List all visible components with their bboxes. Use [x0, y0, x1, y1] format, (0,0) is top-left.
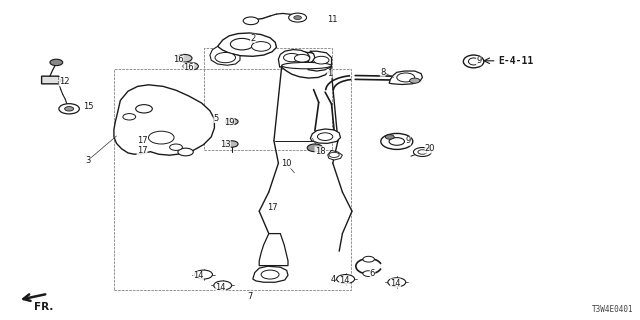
Circle shape [418, 150, 427, 154]
Circle shape [225, 141, 238, 147]
Polygon shape [282, 52, 331, 78]
Text: 1: 1 [327, 69, 332, 78]
Circle shape [397, 73, 415, 82]
Text: 14: 14 [216, 284, 226, 292]
Circle shape [329, 152, 339, 157]
Text: 14: 14 [193, 271, 204, 280]
Circle shape [136, 105, 152, 113]
Text: 16: 16 [184, 63, 194, 72]
Text: 7: 7 [247, 292, 252, 301]
Circle shape [363, 256, 374, 262]
Text: 19: 19 [224, 118, 234, 127]
Circle shape [148, 131, 174, 144]
Circle shape [65, 107, 74, 111]
Circle shape [195, 270, 212, 279]
Circle shape [363, 271, 374, 276]
Circle shape [252, 42, 271, 51]
Bar [204, 48, 332, 150]
Text: 15: 15 [83, 102, 93, 111]
Circle shape [177, 54, 192, 62]
Text: 17: 17 [137, 136, 147, 145]
Text: 14: 14 [390, 279, 401, 288]
Text: 9: 9 [406, 136, 411, 145]
Text: 20: 20 [425, 144, 435, 153]
Ellipse shape [463, 55, 484, 68]
Text: 17: 17 [137, 146, 147, 155]
Circle shape [225, 118, 238, 125]
Polygon shape [389, 71, 422, 84]
Circle shape [314, 56, 329, 64]
Circle shape [294, 16, 301, 20]
Text: 8: 8 [380, 68, 385, 76]
Text: 17: 17 [267, 203, 277, 212]
Text: 18: 18 [315, 147, 325, 156]
Text: 9: 9 [476, 56, 481, 65]
Polygon shape [278, 50, 310, 67]
Circle shape [59, 104, 79, 114]
Circle shape [123, 114, 136, 120]
Circle shape [381, 133, 413, 149]
Circle shape [178, 148, 193, 156]
Polygon shape [259, 234, 288, 266]
Circle shape [294, 54, 310, 62]
Text: 6: 6 [370, 269, 375, 278]
Text: 12: 12 [59, 77, 69, 86]
Circle shape [214, 281, 232, 290]
Text: FR.: FR. [34, 302, 53, 312]
Polygon shape [306, 51, 332, 71]
Polygon shape [218, 33, 276, 56]
Circle shape [410, 78, 420, 83]
Text: 5: 5 [214, 114, 219, 123]
Polygon shape [328, 150, 342, 160]
Circle shape [215, 52, 236, 63]
Bar [114, 69, 351, 290]
Polygon shape [310, 129, 340, 143]
Text: 14: 14 [339, 276, 349, 285]
Polygon shape [114, 85, 214, 155]
Polygon shape [210, 46, 240, 65]
Text: 3: 3 [86, 156, 91, 164]
Circle shape [289, 13, 307, 22]
Circle shape [170, 144, 182, 150]
Polygon shape [253, 266, 288, 282]
Text: 16: 16 [173, 55, 183, 64]
Circle shape [388, 278, 406, 287]
Circle shape [337, 275, 355, 284]
Circle shape [317, 133, 333, 140]
Circle shape [389, 138, 404, 145]
Circle shape [261, 270, 279, 279]
Circle shape [183, 62, 198, 70]
Circle shape [284, 53, 300, 62]
Circle shape [50, 59, 63, 66]
Ellipse shape [282, 62, 332, 69]
Circle shape [243, 17, 259, 25]
Text: 2: 2 [250, 34, 255, 43]
Polygon shape [42, 76, 64, 84]
Text: 11: 11 [328, 15, 338, 24]
Circle shape [413, 148, 431, 156]
Text: 13: 13 [220, 140, 230, 149]
Circle shape [307, 144, 323, 152]
Circle shape [230, 38, 253, 50]
Text: 10: 10 [282, 159, 292, 168]
Circle shape [385, 135, 394, 139]
Text: 4: 4 [330, 276, 335, 284]
Ellipse shape [468, 58, 479, 65]
Text: E-4-11: E-4-11 [498, 56, 533, 66]
Text: T3W4E0401: T3W4E0401 [592, 305, 634, 314]
